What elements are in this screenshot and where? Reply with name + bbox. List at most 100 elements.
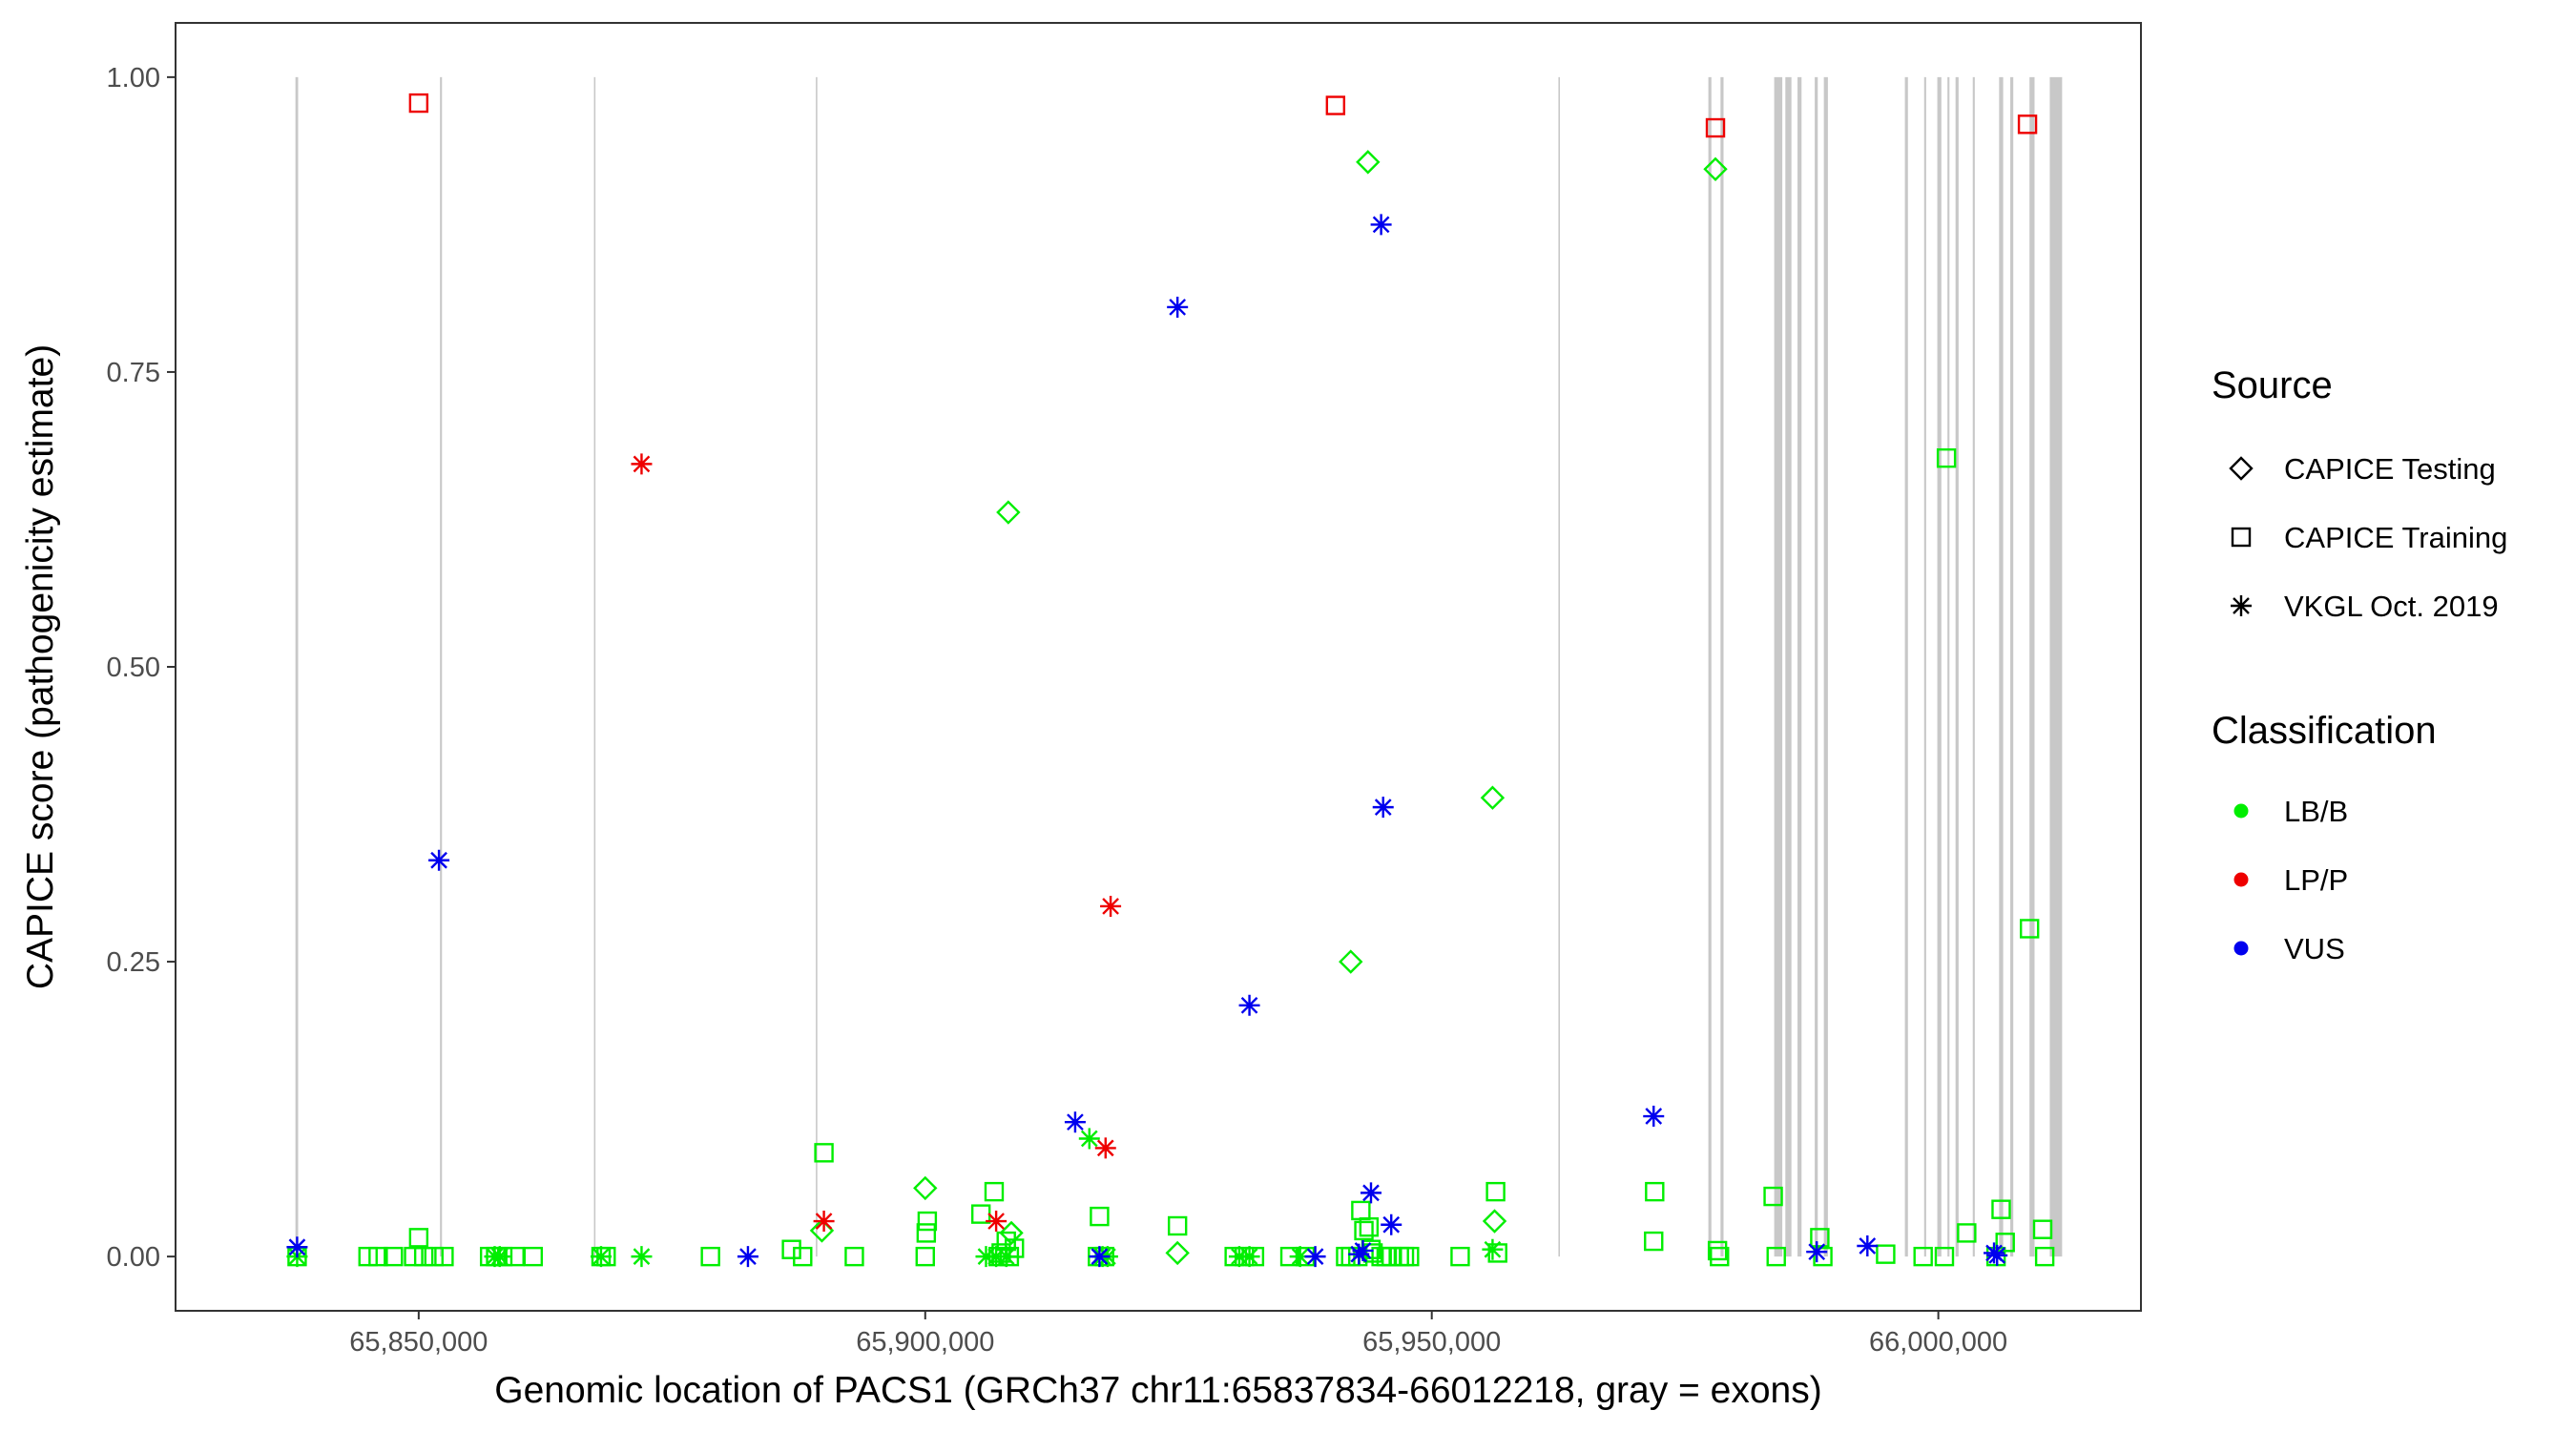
data-point <box>590 1246 612 1268</box>
exon-band <box>2049 76 2063 1257</box>
legend-class-key <box>2233 803 2249 819</box>
data-point <box>408 1228 429 1248</box>
exon-band <box>1815 76 1818 1257</box>
x-tick-label: 65,850,000 <box>349 1327 488 1358</box>
exon-band <box>1955 76 1959 1257</box>
legend-source-key <box>2231 595 2252 616</box>
exon-band <box>1823 76 1828 1257</box>
data-point <box>1936 447 1957 468</box>
exon-band <box>1708 76 1712 1257</box>
data-point <box>1482 1238 1504 1260</box>
exon-band <box>816 76 818 1257</box>
data-point <box>1857 1235 1879 1257</box>
data-point <box>1325 95 1346 115</box>
data-point <box>1480 785 1506 810</box>
data-point <box>1078 1128 1100 1150</box>
legend-source-label: VKGL Oct. 2019 <box>2284 590 2499 623</box>
data-point <box>631 1246 653 1268</box>
data-point <box>986 1211 1008 1233</box>
data-point <box>384 1246 404 1267</box>
data-point <box>1238 994 1260 1016</box>
legend-class-key <box>2233 941 2249 956</box>
data-point <box>1094 1137 1116 1159</box>
data-point <box>915 1246 935 1267</box>
data-point <box>488 1246 510 1268</box>
legend-class-label: LB/B <box>2284 795 2348 828</box>
data-point <box>1645 1181 1665 1202</box>
x-tick-label: 65,900,000 <box>856 1327 994 1358</box>
data-point <box>1165 1240 1190 1266</box>
data-point <box>408 93 429 114</box>
data-points <box>286 93 2055 1268</box>
data-point <box>995 1246 1017 1268</box>
data-point <box>1167 296 1189 318</box>
data-point <box>1643 1106 1665 1128</box>
data-point <box>358 1246 378 1267</box>
legend-source-label: CAPICE Testing <box>2284 452 2496 486</box>
y-axis-ticks: 0.00 0.25 0.50 0.75 1.00 <box>107 63 176 1273</box>
exon-band <box>1785 76 1792 1257</box>
exon-band <box>1947 76 1950 1257</box>
data-point <box>404 1246 424 1267</box>
legend: Source CAPICE Testing CAPICE Training VKGL… <box>2212 364 2507 965</box>
data-point <box>1710 1246 1730 1267</box>
data-point <box>1703 156 1728 181</box>
data-point <box>1167 1215 1188 1236</box>
legend-class-label: LP/P <box>2284 863 2348 897</box>
exon-band <box>1720 76 1724 1257</box>
data-point <box>1806 1241 1828 1263</box>
data-point <box>1356 150 1381 175</box>
data-point <box>1644 1231 1664 1252</box>
data-point <box>814 1143 834 1163</box>
y-tick-label: 0.25 <box>107 947 160 978</box>
data-point <box>523 1246 544 1267</box>
legend-classification-title: Classification <box>2212 710 2437 752</box>
data-point <box>286 1236 308 1258</box>
data-point <box>2034 1246 2055 1267</box>
exon-band <box>1972 76 1975 1257</box>
data-point <box>1991 1199 2011 1219</box>
data-point <box>1360 1182 1381 1204</box>
data-point <box>999 1220 1024 1246</box>
exon-band <box>295 76 299 1257</box>
data-point <box>1934 1246 1955 1267</box>
data-point <box>434 1246 454 1267</box>
data-point <box>737 1246 758 1268</box>
legend-source-key <box>2229 456 2254 481</box>
data-point <box>996 500 1021 525</box>
data-point <box>1876 1244 1896 1264</box>
data-point <box>1400 1246 1420 1267</box>
data-point <box>1707 1240 1728 1261</box>
y-tick-label: 0.75 <box>107 358 160 388</box>
data-point <box>984 1181 1005 1202</box>
exon-band <box>1999 76 2004 1257</box>
exon-band <box>2029 76 2035 1257</box>
data-point <box>2019 919 2040 939</box>
data-point <box>917 1211 938 1232</box>
exon-band <box>1904 76 1908 1257</box>
legend-class-key <box>2233 872 2249 887</box>
exon-band <box>1558 76 1561 1257</box>
data-point <box>844 1246 864 1267</box>
data-point <box>428 849 450 871</box>
data-point <box>2032 1219 2053 1239</box>
exon-band <box>1923 76 1926 1257</box>
data-point <box>2017 114 2038 135</box>
plot-panel-background <box>176 23 2141 1311</box>
data-point <box>813 1211 835 1233</box>
x-tick-label: 66,000,000 <box>1869 1327 2007 1358</box>
data-point <box>424 1246 444 1267</box>
exon-band <box>1937 76 1942 1257</box>
data-point <box>1986 1244 2008 1266</box>
data-point <box>1089 1246 1111 1268</box>
data-point <box>793 1246 813 1267</box>
legend-source-key <box>2231 527 2252 548</box>
data-point <box>913 1175 938 1201</box>
exon-band <box>593 76 596 1257</box>
data-point <box>1339 949 1363 974</box>
data-point <box>1064 1111 1086 1133</box>
data-point <box>368 1246 388 1267</box>
data-point <box>916 1223 937 1243</box>
data-point <box>1090 1206 1110 1227</box>
data-point <box>1359 1217 1380 1237</box>
